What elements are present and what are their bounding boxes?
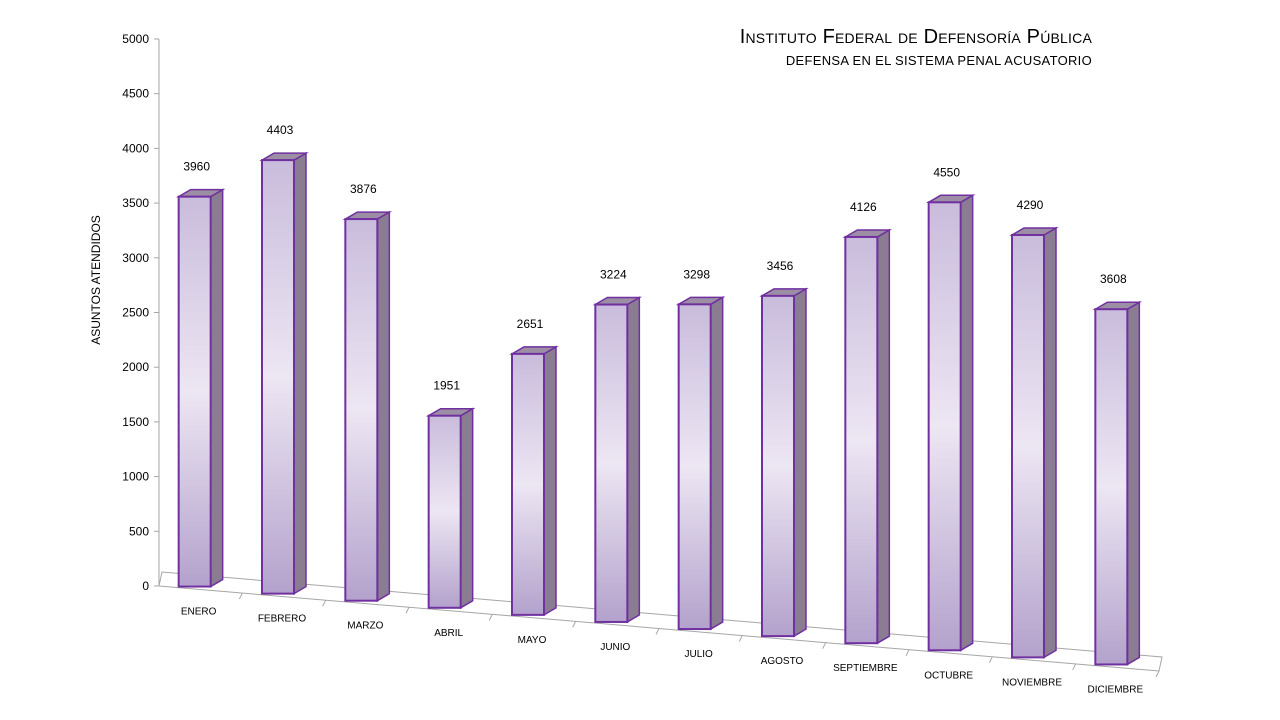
x-tick-label: OCTUBRE bbox=[924, 670, 973, 681]
y-tick-label: 2000 bbox=[122, 360, 149, 374]
x-tick bbox=[1072, 663, 1077, 671]
y-tick-label: 4000 bbox=[122, 141, 149, 155]
data-label: 3960 bbox=[183, 160, 210, 174]
bar-front bbox=[177, 195, 212, 588]
x-tick bbox=[905, 649, 910, 656]
bar bbox=[425, 407, 476, 610]
x-tick-label: AGOSTO bbox=[761, 656, 804, 667]
x-tick bbox=[322, 599, 327, 607]
bar bbox=[509, 345, 559, 617]
bar bbox=[592, 296, 643, 624]
y-tick-label: 0 bbox=[142, 579, 149, 593]
x-tick bbox=[738, 635, 743, 642]
bar bbox=[342, 210, 393, 603]
bar-side bbox=[793, 287, 807, 638]
bar-side bbox=[376, 210, 391, 603]
y-tick-label: 3500 bbox=[122, 196, 149, 210]
axes: 0 500 1000 1500 2000 2500 3000 3500 4000 4500 5000… bbox=[122, 32, 1163, 695]
data-label: 3224 bbox=[600, 268, 627, 282]
y-tick-label: 4500 bbox=[122, 87, 149, 101]
x-tick-label: ENERO bbox=[181, 607, 217, 618]
data-labels: 3960 4403 3876 1951 2651 3224 3298 3456 4126 4550… bbox=[183, 123, 1127, 393]
bar-side bbox=[1043, 226, 1057, 659]
y-tick-label: 500 bbox=[129, 524, 149, 538]
x-tick-label: DICIEMBRE bbox=[1088, 684, 1144, 695]
bars bbox=[175, 151, 1143, 666]
bar-side bbox=[1126, 300, 1141, 666]
data-label: 3608 bbox=[1100, 272, 1127, 286]
data-label: 2651 bbox=[517, 317, 544, 331]
x-tick bbox=[1155, 670, 1160, 678]
bar-front bbox=[344, 218, 379, 602]
bar-front bbox=[511, 352, 545, 616]
x-tick-label: JULIO bbox=[684, 649, 713, 660]
bar-side bbox=[959, 193, 974, 652]
x-tick-label: ABRIL bbox=[434, 628, 463, 639]
bar-side bbox=[543, 345, 557, 617]
y-tick-label: 2500 bbox=[122, 306, 149, 320]
bar-front bbox=[844, 235, 879, 645]
data-label: 3456 bbox=[767, 259, 794, 273]
y-tick-label: 5000 bbox=[122, 32, 149, 46]
bar bbox=[1009, 226, 1059, 659]
bar bbox=[259, 151, 309, 595]
data-label: 3298 bbox=[683, 267, 710, 281]
data-label: 4126 bbox=[850, 200, 877, 214]
data-label: 4403 bbox=[267, 123, 294, 137]
data-label: 4290 bbox=[1017, 198, 1044, 212]
bar-front bbox=[1011, 233, 1045, 659]
bar-side bbox=[876, 228, 891, 645]
x-tick bbox=[822, 642, 827, 649]
x-tick bbox=[405, 607, 410, 614]
x-tick bbox=[655, 628, 660, 635]
x-tick-label: SEPTIEMBRE bbox=[833, 663, 898, 674]
y-axis-label: ASUNTOS ATENDIDOS bbox=[89, 215, 103, 345]
bar-side bbox=[209, 188, 224, 588]
bar bbox=[759, 287, 809, 638]
bar bbox=[175, 188, 226, 588]
bar-side bbox=[709, 296, 724, 631]
bar-side bbox=[626, 296, 641, 624]
bar-front bbox=[1094, 308, 1129, 666]
data-label: 3876 bbox=[350, 182, 377, 196]
bar-front bbox=[761, 294, 795, 638]
x-tick bbox=[572, 621, 577, 628]
data-label: 1951 bbox=[433, 379, 460, 393]
x-tick bbox=[488, 614, 493, 621]
y-tick-label: 3000 bbox=[122, 251, 149, 265]
x-tick-label: JUNIO bbox=[600, 642, 630, 653]
chart-subtitle: DEFENSA EN EL SISTEMA PENAL ACUSATORIO bbox=[785, 53, 1092, 68]
x-tick-label: NOVIEMBRE bbox=[1002, 677, 1062, 688]
y-tick-label: 1500 bbox=[122, 415, 149, 429]
bar-side bbox=[459, 407, 474, 610]
x-tick bbox=[238, 592, 243, 600]
bar-front bbox=[594, 303, 629, 623]
bar bbox=[1092, 300, 1143, 666]
title-block: Instituto Federal de Defensoría Pública … bbox=[740, 26, 1092, 68]
bar bbox=[842, 228, 893, 645]
x-tick-label: FEBRERO bbox=[258, 614, 307, 625]
bar-front bbox=[677, 303, 712, 631]
x-tick-label: MAYO bbox=[518, 635, 547, 646]
bar bbox=[675, 296, 726, 631]
data-label: 4550 bbox=[933, 165, 960, 179]
chart-title: Instituto Federal de Defensoría Pública bbox=[739, 26, 1092, 48]
bar bbox=[925, 193, 976, 652]
bar-front bbox=[927, 201, 962, 652]
x-tick-label: MARZO bbox=[347, 621, 383, 632]
bar-front bbox=[261, 159, 295, 595]
y-tick-label: 1000 bbox=[122, 470, 149, 484]
x-tick bbox=[988, 656, 993, 664]
bar-front bbox=[427, 414, 462, 609]
bar-side bbox=[293, 151, 307, 595]
